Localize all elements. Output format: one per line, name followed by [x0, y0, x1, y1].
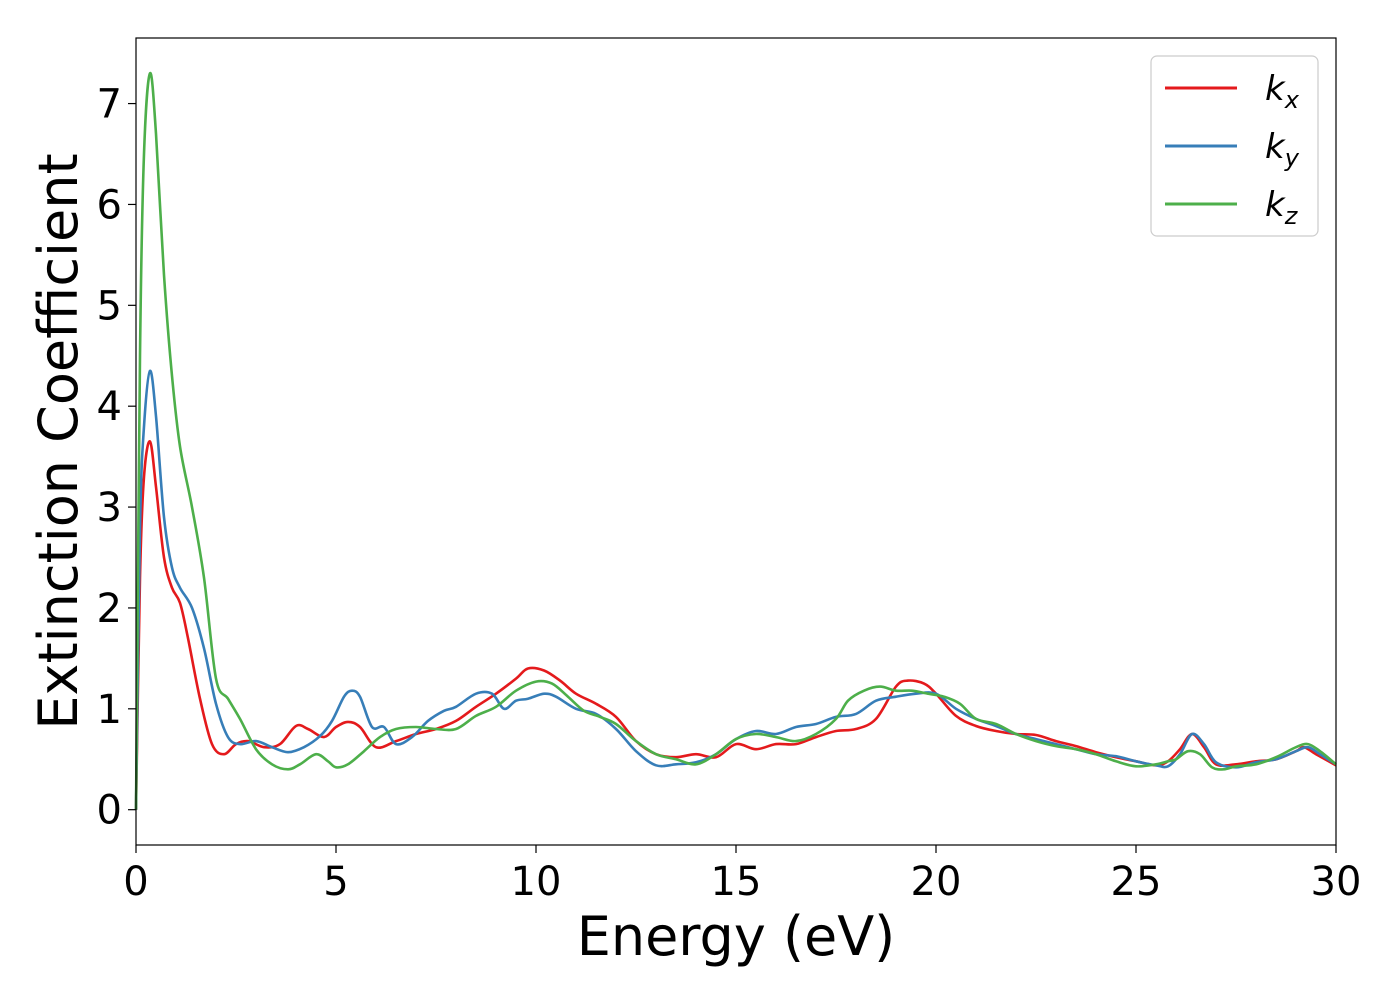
- y-axis-label: Extinction Coefficient: [27, 153, 90, 729]
- series-line-ky: [134, 369, 1337, 810]
- y-tick-label: 5: [97, 283, 122, 329]
- legend: kx ky kz: [1150, 55, 1319, 237]
- y-tick-label: 0: [97, 788, 122, 834]
- legend-label: ky: [1265, 127, 1300, 172]
- x-tick-label: 15: [711, 859, 762, 905]
- y-tick-label: 7: [97, 82, 122, 128]
- x-axis-label: Energy (eV): [577, 905, 896, 968]
- x-tick-label: 20: [911, 859, 962, 905]
- legend-item-kx: kx: [1165, 69, 1300, 114]
- legend-label: kz: [1265, 185, 1299, 230]
- y-tick-label: 1: [97, 687, 122, 733]
- x-tick-label: 10: [511, 859, 562, 905]
- y-tick-label: 3: [97, 485, 122, 531]
- series-lines: [134, 71, 1337, 810]
- series-line-kz: [134, 71, 1337, 810]
- x-axis: 0 5 10 15 20 25 30: [123, 845, 1361, 905]
- y-tick-label: 4: [97, 384, 122, 430]
- y-axis: 0 1 2 3 4 5 6 7: [97, 82, 136, 834]
- y-tick-label: 2: [97, 586, 122, 632]
- x-tick-label: 25: [1111, 859, 1162, 905]
- legend-item-kz: kz: [1165, 185, 1299, 230]
- legend-item-ky: ky: [1165, 127, 1300, 172]
- x-tick-label: 0: [123, 859, 148, 905]
- y-tick-label: 6: [97, 182, 122, 228]
- x-tick-label: 5: [323, 859, 348, 905]
- legend-label: kx: [1265, 69, 1300, 114]
- x-tick-label: 30: [1311, 859, 1362, 905]
